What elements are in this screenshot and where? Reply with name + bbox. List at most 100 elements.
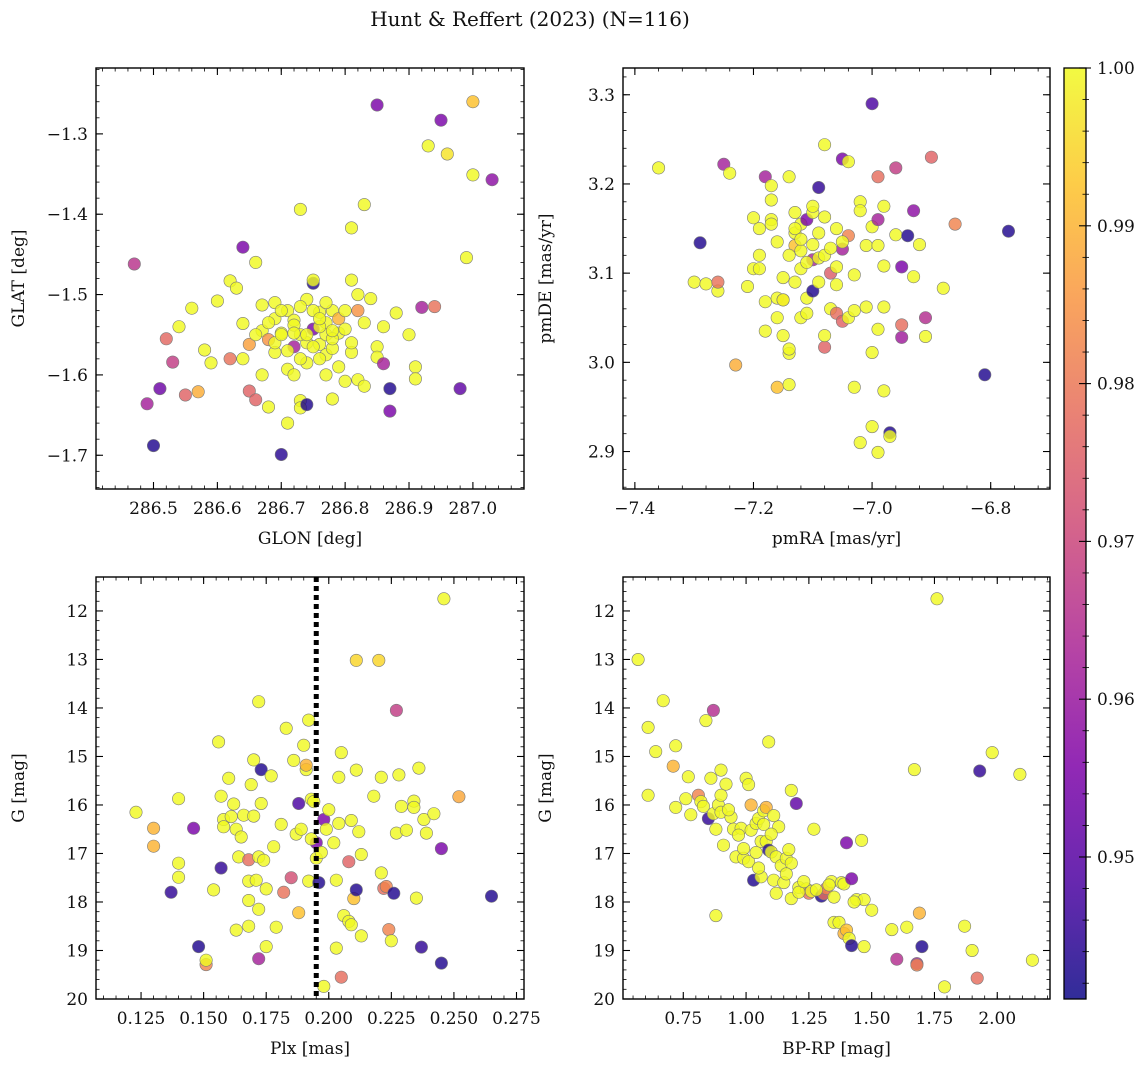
data-point — [434, 956, 448, 970]
data-point — [930, 592, 944, 606]
data-point — [782, 248, 796, 262]
x-tick-label: 0.225 — [367, 1009, 416, 1029]
data-point — [752, 861, 766, 875]
data-point — [329, 873, 343, 887]
data-point — [871, 170, 885, 184]
data-point — [704, 771, 718, 785]
x-tick-label: 0.275 — [492, 1009, 541, 1029]
data-point — [484, 889, 498, 903]
data-point — [871, 239, 885, 253]
y-tick-label: 18 — [593, 893, 615, 913]
data-point — [711, 275, 725, 289]
x-tick-label: −7.0 — [851, 499, 892, 519]
data-point — [758, 324, 772, 338]
data-point — [440, 147, 454, 161]
colorbar-gradient — [1064, 68, 1086, 999]
data-point — [709, 909, 723, 923]
data-point — [485, 173, 499, 187]
data-point — [374, 770, 388, 784]
data-point — [255, 368, 269, 382]
y-tick-label: −1.4 — [47, 205, 88, 225]
data-point — [714, 763, 728, 777]
data-point — [147, 439, 161, 453]
data-point — [252, 902, 266, 916]
data-point — [428, 300, 442, 314]
glon-glat-points — [127, 95, 499, 461]
data-point — [159, 332, 173, 346]
axes-frame — [95, 576, 525, 1000]
data-point — [325, 324, 339, 338]
data-point — [770, 380, 784, 394]
data-point — [178, 388, 192, 402]
x-axis-label: pmRA [mas/yr] — [772, 529, 901, 549]
data-point — [254, 796, 268, 810]
data-point — [284, 871, 298, 885]
data-point — [767, 809, 781, 823]
data-point — [351, 304, 365, 318]
data-point — [172, 320, 186, 334]
data-point — [889, 161, 903, 175]
data-point — [809, 883, 823, 897]
data-point — [788, 275, 802, 289]
data-point — [300, 398, 314, 412]
panel-glon-glat: 286.5 286.6 286.7 286.8 286.9 287.0 −1.3 −1.4 −1… — [9, 67, 525, 549]
data-point — [198, 343, 212, 357]
y-tick-label: 18 — [66, 893, 88, 913]
panel-plx-g: 0.125 0.150 0.175 0.200 0.225 0.250 0.275 12 13 1… — [9, 576, 541, 1059]
data-point — [415, 300, 429, 314]
data-point — [407, 800, 421, 814]
data-point — [242, 384, 256, 398]
axes-frame — [622, 67, 1051, 490]
data-point — [669, 800, 683, 814]
data-point — [764, 193, 778, 207]
data-point — [839, 836, 853, 850]
data-point — [319, 368, 333, 382]
data-point — [257, 853, 271, 867]
data-point — [764, 217, 778, 231]
data-point — [300, 328, 314, 342]
data-point — [782, 843, 796, 857]
data-point — [749, 845, 763, 859]
data-point — [212, 735, 226, 749]
data-point — [287, 326, 301, 340]
data-point — [965, 943, 979, 957]
data-point — [797, 875, 811, 889]
data-point — [1025, 953, 1039, 967]
data-point — [344, 221, 358, 235]
colorbar: 0.95 0.96 0.97 0.98 0.99 1.00 — [1063, 59, 1135, 1000]
x-tick-label: 286.8 — [321, 499, 370, 519]
data-point — [871, 445, 885, 459]
data-point — [242, 893, 256, 907]
data-point — [716, 838, 730, 852]
x-tick-label: −6.8 — [970, 499, 1011, 519]
data-point — [770, 235, 784, 249]
data-point — [776, 271, 790, 285]
data-point — [845, 939, 859, 953]
data-point — [349, 763, 363, 777]
pmra-pmde-points — [652, 97, 1015, 459]
y-axis-label: G [mag] — [536, 753, 556, 822]
data-point — [865, 97, 879, 111]
data-point — [319, 296, 333, 310]
data-point — [907, 763, 921, 777]
data-point — [242, 337, 256, 351]
data-point — [236, 352, 250, 366]
data-point — [140, 397, 154, 411]
x-tick-label: 287.0 — [449, 499, 498, 519]
bprp-g-points — [631, 592, 1039, 994]
x-tick-label: 1.75 — [916, 1009, 954, 1029]
data-point — [252, 695, 266, 709]
data-point — [853, 436, 867, 450]
y-tick-label: 3.0 — [588, 353, 615, 373]
data-point — [306, 340, 320, 354]
data-point — [855, 833, 869, 847]
data-point — [281, 416, 295, 430]
data-point — [752, 222, 766, 236]
data-point — [229, 923, 243, 937]
data-point — [292, 796, 306, 810]
data-point — [857, 940, 871, 954]
data-point — [394, 799, 408, 813]
y-tick-label: 15 — [66, 747, 88, 767]
data-point — [985, 746, 999, 760]
data-point — [641, 788, 655, 802]
